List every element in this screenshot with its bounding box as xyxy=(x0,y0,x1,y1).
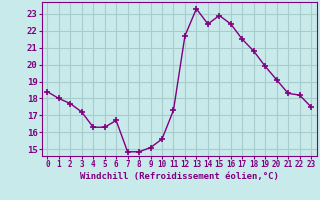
X-axis label: Windchill (Refroidissement éolien,°C): Windchill (Refroidissement éolien,°C) xyxy=(80,172,279,181)
